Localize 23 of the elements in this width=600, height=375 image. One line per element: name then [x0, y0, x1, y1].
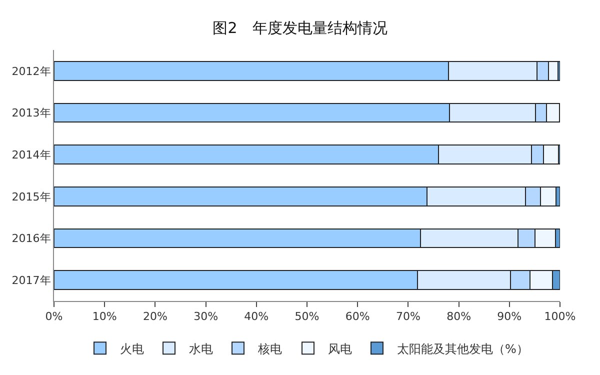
y-tick-label: 2017年 — [12, 274, 51, 287]
legend-label: 风电 — [328, 342, 352, 356]
x-tick-label: 50% — [294, 310, 320, 324]
x-tick-label: 0% — [45, 310, 63, 324]
y-tick-label: 2013年 — [12, 106, 51, 120]
x-tick-label: 40% — [244, 310, 269, 324]
x-tick-label: 90% — [497, 310, 522, 324]
x-tick-label: 60% — [345, 310, 370, 324]
chart-title: 图2 年度发电量结构情况 — [212, 19, 388, 37]
x-tick-label: 30% — [194, 310, 218, 324]
x-tick-label: 10% — [92, 310, 117, 324]
legend-label: 火电 — [120, 342, 144, 356]
x-tick-label: 20% — [142, 310, 168, 324]
legend-label: 水电 — [189, 342, 213, 356]
y-tick-label: 2015年 — [12, 190, 51, 204]
x-tick-label: 70% — [396, 310, 420, 324]
x-tick-label: 80% — [446, 310, 472, 324]
legend-label: 核电 — [257, 342, 282, 356]
legend-label: 太阳能及其他发电（%） — [397, 342, 528, 356]
y-tick-label: 2014年 — [12, 148, 51, 162]
y-tick-label: 2012年 — [12, 64, 51, 78]
x-tick-label: 100% — [544, 310, 576, 324]
y-tick-label: 2016年 — [12, 232, 51, 246]
